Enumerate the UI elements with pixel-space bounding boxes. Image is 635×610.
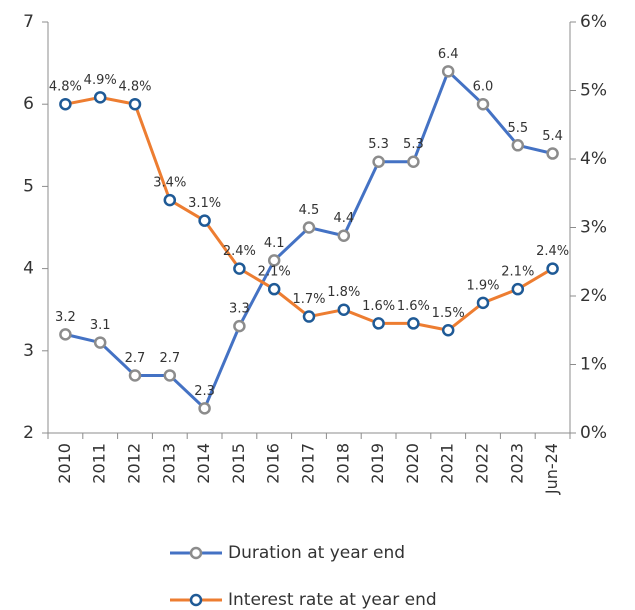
x-tick-label: 2012 bbox=[125, 443, 144, 484]
marker bbox=[267, 282, 281, 296]
y2-tick-label: 3% bbox=[580, 218, 607, 238]
legend-marker bbox=[189, 593, 203, 607]
data-label: 4.8% bbox=[118, 80, 151, 95]
marker bbox=[337, 229, 351, 242]
marker bbox=[476, 296, 490, 310]
marker bbox=[59, 328, 72, 341]
marker bbox=[128, 369, 142, 382]
data-label: 4.1 bbox=[264, 236, 285, 251]
data-label: 4.4 bbox=[333, 211, 354, 226]
marker bbox=[93, 336, 107, 349]
marker bbox=[441, 324, 455, 337]
legend-marker bbox=[189, 546, 203, 560]
marker bbox=[511, 282, 525, 296]
marker bbox=[407, 317, 420, 330]
data-label: 5.4 bbox=[542, 129, 563, 144]
data-label: 1.9% bbox=[466, 278, 499, 293]
marker bbox=[163, 369, 177, 382]
data-label: 3.1% bbox=[188, 196, 221, 211]
data-label: 3.3 bbox=[229, 302, 250, 317]
marker bbox=[163, 193, 177, 207]
marker bbox=[302, 310, 316, 323]
marker bbox=[372, 317, 385, 330]
y2-tick-label: 1% bbox=[580, 355, 607, 375]
x-tick-label: 2021 bbox=[438, 443, 457, 484]
legend-label: Interest rate at year end bbox=[228, 590, 437, 610]
marker bbox=[476, 97, 490, 111]
x-tick-label: 2022 bbox=[473, 443, 492, 484]
data-label: 1.6% bbox=[397, 299, 430, 314]
marker bbox=[198, 214, 211, 227]
data-label: 6.0 bbox=[473, 80, 494, 95]
marker bbox=[267, 254, 281, 267]
marker bbox=[198, 402, 211, 415]
y2-tick-label: 4% bbox=[580, 149, 607, 169]
x-tick-label: 2013 bbox=[159, 443, 178, 484]
data-label: 4.8% bbox=[49, 80, 82, 95]
y-tick-label: 3 bbox=[23, 341, 34, 361]
data-label: 3.4% bbox=[153, 176, 186, 191]
data-label: 1.8% bbox=[327, 285, 360, 300]
x-tick-label: 2014 bbox=[194, 443, 213, 484]
data-label: 2.3 bbox=[194, 384, 215, 399]
marker bbox=[546, 262, 559, 275]
y2-tick-label: 6% bbox=[580, 12, 607, 32]
data-label: 5.5 bbox=[507, 121, 528, 136]
data-label: 5.3 bbox=[403, 137, 424, 152]
data-label: 2.1% bbox=[258, 265, 291, 280]
y-tick-label: 7 bbox=[23, 12, 34, 32]
x-tick-label: 2011 bbox=[90, 443, 109, 484]
data-label: 4.5 bbox=[299, 203, 320, 218]
x-tick-label: 2019 bbox=[368, 443, 387, 484]
marker bbox=[337, 303, 351, 316]
x-tick-label: 2015 bbox=[229, 443, 248, 484]
x-tick-label: 2018 bbox=[333, 443, 352, 484]
x-tick-label: Jun-24 bbox=[542, 443, 561, 495]
x-tick-label: 2010 bbox=[55, 443, 74, 484]
data-label: 2.1% bbox=[501, 265, 534, 280]
data-label: 4.9% bbox=[84, 73, 117, 88]
y2-tick-label: 5% bbox=[580, 81, 607, 101]
data-label: 2.7 bbox=[159, 351, 180, 366]
data-label: 3.2 bbox=[55, 310, 76, 325]
x-tick-label: 2016 bbox=[264, 443, 283, 484]
marker bbox=[93, 91, 107, 104]
marker bbox=[59, 97, 72, 111]
data-label: 2.7 bbox=[125, 351, 146, 366]
marker bbox=[128, 97, 142, 111]
data-label: 1.7% bbox=[292, 292, 325, 307]
y2-tick-label: 2% bbox=[580, 286, 607, 306]
y-tick-label: 6 bbox=[23, 94, 34, 114]
data-label: 3.1 bbox=[90, 318, 111, 333]
x-tick-label: 2023 bbox=[507, 443, 526, 484]
x-tick-label: 2020 bbox=[403, 443, 422, 484]
y-tick-label: 4 bbox=[23, 259, 34, 279]
data-label: 5.3 bbox=[368, 137, 389, 152]
data-label: 6.4 bbox=[438, 47, 459, 62]
data-label: 1.6% bbox=[362, 299, 395, 314]
marker bbox=[546, 147, 559, 160]
marker bbox=[511, 139, 525, 152]
y-tick-label: 5 bbox=[23, 176, 34, 196]
marker bbox=[302, 221, 316, 234]
data-label: 2.4% bbox=[223, 244, 256, 259]
y-tick-label: 2 bbox=[23, 423, 34, 443]
marker bbox=[233, 262, 246, 275]
data-label: 2.4% bbox=[536, 244, 569, 259]
marker bbox=[407, 155, 420, 168]
y2-tick-label: 0% bbox=[580, 423, 607, 443]
marker bbox=[441, 65, 455, 78]
data-label: 1.5% bbox=[432, 306, 465, 321]
x-tick-label: 2017 bbox=[299, 443, 318, 484]
marker bbox=[233, 319, 246, 333]
legend-label: Duration at year end bbox=[228, 543, 405, 563]
marker bbox=[372, 155, 385, 168]
